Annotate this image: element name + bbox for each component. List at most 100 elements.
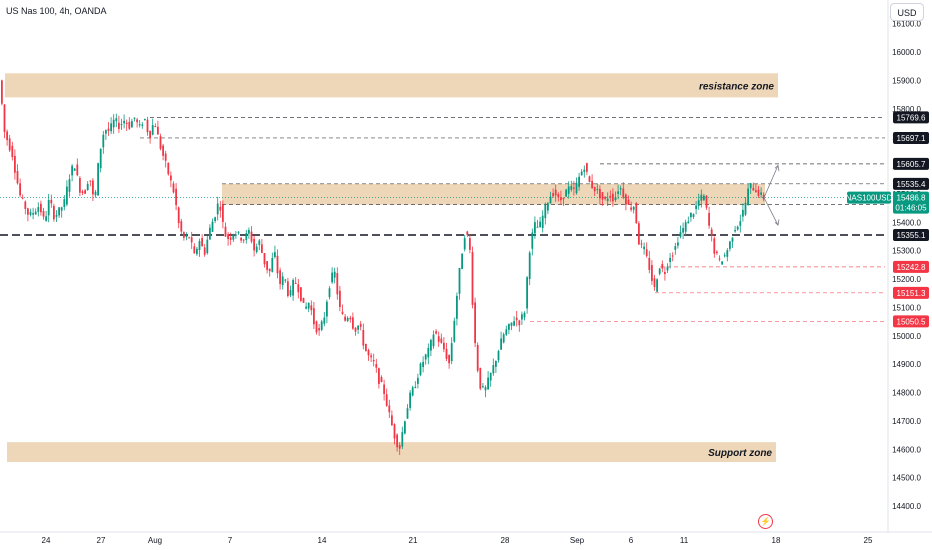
candle-body (432, 334, 435, 347)
candle-body (172, 183, 175, 193)
candle-body (747, 188, 749, 206)
candle-body (240, 237, 242, 241)
candle-body (461, 253, 463, 270)
candle-body (479, 367, 482, 389)
candle-body (47, 200, 50, 216)
candle-body (245, 233, 248, 240)
resistance-zone (5, 73, 778, 98)
x-tick-label: 24 (42, 536, 51, 545)
price-level-badge[interactable] (893, 177, 929, 190)
symbol-badge[interactable] (847, 191, 891, 204)
y-tick-label: 14800.0 (892, 389, 921, 398)
candle-body (653, 278, 656, 288)
candle-body (687, 221, 690, 224)
current-price-badge[interactable] (893, 191, 929, 214)
candle-body (692, 214, 695, 217)
candle-body (367, 349, 370, 356)
candle-body (180, 221, 183, 232)
candle-body (742, 209, 744, 217)
price-level-label: 15151.3 (897, 289, 926, 298)
currency-button[interactable]: USD (890, 3, 924, 21)
candle-body (157, 126, 159, 135)
candle-body (424, 354, 427, 360)
candle-body (320, 321, 323, 330)
candle-body (198, 241, 201, 250)
candle-body (326, 301, 328, 317)
candle-body (206, 239, 209, 254)
candle-body (500, 338, 502, 350)
candle-body (705, 195, 708, 208)
candle-body (570, 186, 573, 190)
symbol-label: NAS100USD (846, 194, 893, 203)
candle-body (586, 163, 588, 172)
candle-body (437, 336, 440, 342)
candle-body (502, 334, 505, 343)
price-level-badge[interactable] (893, 228, 929, 241)
price-level-badge[interactable] (893, 131, 929, 144)
candle-body (336, 273, 339, 295)
candle-body (398, 445, 401, 449)
candle-body (315, 321, 318, 333)
candle-body (81, 191, 84, 194)
candle-body (190, 237, 193, 243)
candle-body (16, 171, 19, 184)
candle-body (237, 231, 240, 233)
candle-body (440, 338, 443, 343)
candle-body (279, 270, 281, 285)
candle-body (45, 216, 47, 221)
candle-body (466, 231, 469, 235)
candle-body (526, 277, 528, 309)
candle-body (242, 239, 245, 241)
candle-body (469, 238, 471, 250)
price-level-badge[interactable] (893, 111, 929, 124)
candle-body (757, 189, 760, 196)
candle-body (749, 183, 752, 189)
candle-body (578, 176, 580, 187)
x-tick-label: 27 (97, 536, 106, 545)
candle-body (677, 242, 679, 246)
price-level-badge[interactable] (893, 315, 929, 328)
candle-body (328, 288, 331, 298)
candle-body (37, 207, 40, 212)
price-level-label: 15355.1 (897, 231, 926, 240)
candle-body (515, 317, 518, 321)
candle-body (443, 342, 445, 350)
candle-body (276, 255, 279, 274)
y-tick-label: 15100.0 (892, 303, 921, 312)
candle-body (690, 212, 692, 218)
candle-body (450, 343, 453, 362)
price-level-badge[interactable] (893, 157, 929, 170)
candle-body (604, 197, 606, 199)
candle-body (266, 261, 268, 270)
candle-body (651, 265, 653, 281)
candle-body (518, 320, 521, 326)
arrow-head-down-icon (774, 219, 780, 226)
candle-body (188, 237, 190, 239)
candle-body (196, 248, 198, 255)
candle-body (136, 119, 138, 123)
candle-body (21, 197, 24, 199)
candle-body (544, 204, 547, 219)
candle-body (159, 136, 162, 149)
candle-body (401, 432, 404, 447)
candle-body (419, 363, 422, 375)
candle-body (684, 222, 687, 232)
price-level-badge[interactable] (893, 260, 929, 273)
candle-body (557, 194, 560, 198)
candle-body (144, 119, 146, 121)
candle-body (700, 194, 703, 201)
price-level-badge[interactable] (893, 286, 929, 299)
candle-body (294, 283, 297, 285)
candle-body (362, 330, 365, 346)
candle-body (697, 200, 700, 206)
candle-body (601, 192, 604, 200)
candle-body (656, 279, 658, 292)
candle-body (534, 222, 536, 234)
candle-body (726, 250, 729, 257)
candle-body (339, 290, 341, 307)
candle-body (297, 284, 300, 293)
lightning-icon[interactable]: ⚡ (758, 514, 773, 529)
candle-body (346, 317, 349, 321)
candle-body (331, 272, 333, 283)
